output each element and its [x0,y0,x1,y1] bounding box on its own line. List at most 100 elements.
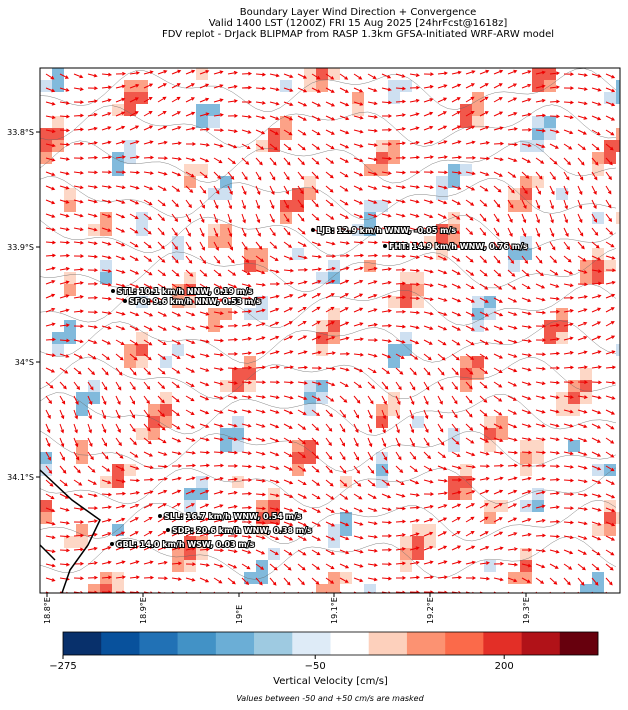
colorbar-box [177,632,217,655]
field-cell [232,368,244,380]
field-cell [64,284,76,296]
field-cell [412,272,424,284]
field-cell [520,452,532,464]
lat-label: 33.9°S [7,243,34,252]
field-cell [196,116,208,128]
contour-line [40,104,617,148]
field-cell [460,104,472,116]
field-cell [100,476,112,488]
field-cell [172,248,184,260]
colorbar-box [330,632,370,655]
colorbar-box [483,632,522,655]
title-line: Boundary Layer Wind Direction + Converge… [240,7,477,18]
field-cell [304,68,316,80]
field-cell [460,164,472,176]
field-cell [580,260,592,272]
field-cell [604,92,616,104]
field-cell [76,440,88,452]
field-cell [196,548,208,560]
colorbar-tick-label: −275 [49,661,76,672]
field-cell [508,260,520,272]
field-cell [472,320,484,332]
contour-line [40,140,617,184]
field-cell [556,404,568,416]
field-cell [52,116,64,128]
field-cell [460,356,472,368]
field-cell [220,176,232,188]
field-cell [304,176,316,188]
field-cell [616,344,620,356]
colorbar-box [215,632,255,655]
field-cell [280,80,292,92]
field-cell [136,344,148,356]
colorbar-frame [62,631,599,656]
field-cell [592,272,604,284]
field-cell [196,164,208,176]
field-cell [412,416,424,428]
field-cell [376,476,388,488]
field-cell [112,584,124,593]
field-cell [256,560,268,572]
field-cell [112,104,124,116]
field-cell [184,176,196,188]
colorbar-box [139,632,178,655]
field-cell [364,212,376,224]
convergence-cells [40,68,620,593]
field-cell [484,416,496,428]
field-cell [172,344,184,356]
field-cell [124,464,136,476]
field-cell [508,572,520,584]
field-cell [448,212,460,224]
field-cell [232,428,244,440]
field-cell [388,80,400,92]
field-cell [40,500,52,512]
field-cell [604,140,616,152]
field-cell [424,524,436,536]
station-marker [110,542,114,546]
lat-label: 34.1°S [7,473,34,482]
field-cell [604,152,616,164]
field-cell [40,464,52,476]
field-cell [292,464,304,476]
title-line: FDV replot - DrJack BLIPMAP from RASP 1.… [162,29,554,40]
contour-line [40,248,617,293]
field-cell [220,236,232,248]
field-cell [364,200,376,212]
station-marker [166,528,170,532]
field-cell [220,440,232,452]
field-cell [76,392,88,404]
field-cell [472,104,484,116]
field-cell [244,260,256,272]
field-cell [388,356,400,368]
field-cell [508,200,520,212]
field-cell [388,296,400,308]
field-cell [580,368,592,380]
field-cell [328,272,340,284]
field-cell [64,320,76,332]
field-cell [388,140,400,152]
field-cell [328,308,340,320]
contour-line [40,215,617,257]
field-cell [556,392,568,404]
field-cell [448,236,460,248]
field-cell [124,140,136,152]
field-cell [436,176,448,188]
field-cell [256,524,268,536]
field-cell [304,440,316,452]
colorbar-box [559,632,599,655]
field-cell [460,116,472,128]
wind-arrows [45,69,617,593]
field-cell [388,344,400,356]
field-cell [184,548,196,560]
lon-label: 19°E [235,605,244,624]
field-cell [172,284,184,296]
lat-label: 34°S [15,358,34,367]
field-cell [556,332,568,344]
field-cell [316,584,328,593]
field-cell [520,440,532,452]
field-cell [376,416,388,428]
field-cell [328,584,340,593]
field-cell [112,164,124,176]
contour-line [40,392,617,436]
station-label: LJB: 12.9 km/h WNW, -0.05 m/s [317,226,456,235]
